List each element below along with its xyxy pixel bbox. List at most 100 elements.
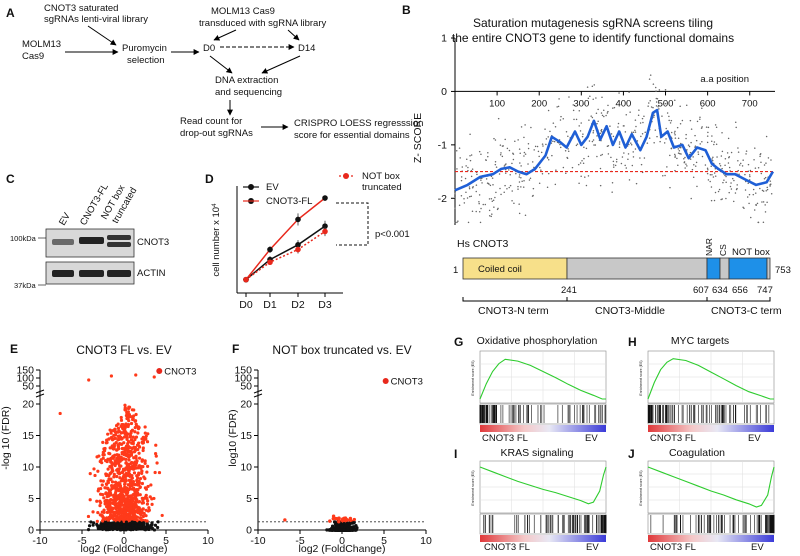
b-sgrna-point bbox=[674, 155, 677, 157]
mw-100: 100kDa bbox=[10, 234, 37, 243]
volcano-gene-point bbox=[136, 473, 141, 477]
b-sgrna-point bbox=[665, 138, 667, 140]
b-sgrna-point bbox=[621, 156, 624, 158]
volcano-gene-point bbox=[104, 472, 109, 477]
panel-label-j: J bbox=[628, 447, 635, 461]
b-sgrna-point bbox=[692, 176, 695, 178]
b-sgrna-point bbox=[668, 115, 670, 118]
volcano-gene-point bbox=[107, 523, 112, 527]
volcano-gene-point bbox=[96, 510, 100, 515]
volcano-gene-point bbox=[107, 437, 111, 441]
b-sgrna-point bbox=[475, 190, 478, 193]
volcano-gene-point bbox=[119, 525, 123, 529]
volcano-gene-point bbox=[141, 448, 145, 453]
b-sgrna-point bbox=[615, 160, 618, 163]
j-right-label: EV bbox=[751, 542, 764, 553]
b-sgrna-point bbox=[733, 179, 735, 182]
arrow-to-d14 bbox=[287, 29, 300, 41]
b-sgrna-point bbox=[490, 215, 492, 218]
b-sgrna-point bbox=[711, 135, 713, 137]
b-sgrna-point bbox=[587, 97, 590, 100]
b-sgrna-point bbox=[601, 96, 603, 99]
volcano-gene-point bbox=[127, 419, 131, 423]
b-sgrna-point bbox=[585, 184, 588, 187]
b-sgrna-point bbox=[518, 181, 521, 183]
volcano-gene-point bbox=[136, 466, 140, 470]
panel-b: Saturation mutagenesis sgRNA screens til… bbox=[412, 16, 791, 317]
volcano-gene-point bbox=[137, 451, 141, 455]
volcano-gene-point bbox=[117, 504, 121, 508]
e-ylabel: -log 10 (FDR) bbox=[0, 406, 12, 470]
volcano-gene-point bbox=[138, 522, 142, 526]
b-sgrna-point bbox=[465, 191, 467, 194]
b-sgrna-point bbox=[724, 164, 726, 166]
b-sgrna-point bbox=[600, 130, 603, 133]
b-sgrna-point bbox=[466, 197, 469, 199]
b-sgrna-point bbox=[705, 126, 708, 128]
volcano-gene-point bbox=[149, 525, 153, 529]
mw-37: 37kDa bbox=[14, 281, 37, 290]
b-sgrna-point bbox=[737, 160, 739, 162]
b-sgrna-point bbox=[754, 147, 756, 149]
b-sgrna-point bbox=[753, 209, 756, 211]
b-sgrna-point bbox=[579, 162, 582, 164]
volcano-gene-point bbox=[148, 495, 152, 499]
b-sgrna-point bbox=[762, 201, 765, 203]
volcano-gene-point bbox=[140, 469, 144, 473]
volcano-gene-point bbox=[131, 435, 135, 439]
b-sgrna-point bbox=[565, 131, 568, 133]
b-sgrna-point bbox=[559, 119, 562, 121]
volcano-gene-point bbox=[150, 502, 154, 506]
b-sgrna-point bbox=[670, 147, 673, 150]
b-sgrna-point bbox=[514, 140, 516, 143]
volcano-x-tick-label: 5 bbox=[381, 535, 387, 547]
b-sgrna-point bbox=[512, 153, 515, 155]
b-sgrna-point bbox=[694, 165, 697, 167]
b-sgrna-point bbox=[612, 135, 615, 138]
b-sgrna-point bbox=[488, 215, 491, 217]
volcano-gene-point bbox=[101, 453, 105, 457]
volcano-gene-point bbox=[131, 417, 135, 421]
volcano-gene-point bbox=[105, 438, 109, 442]
b-sgrna-point bbox=[587, 175, 590, 177]
b-sgrna-point bbox=[554, 126, 557, 128]
h-title: MYC targets bbox=[671, 335, 729, 347]
protein-name: Hs CNOT3 bbox=[457, 238, 508, 250]
b-sgrna-point bbox=[508, 186, 510, 189]
volcano-gene-point bbox=[138, 476, 143, 481]
volcano-gene-point bbox=[156, 525, 160, 530]
b-sgrna-point bbox=[717, 190, 720, 193]
b-sgrna-point bbox=[480, 207, 482, 210]
volcano-gene-point bbox=[111, 506, 115, 510]
volcano-gene-point bbox=[125, 451, 129, 456]
b-sgrna-point bbox=[578, 125, 580, 127]
band-not-lower bbox=[107, 242, 131, 247]
volcano-gene-point bbox=[104, 459, 108, 463]
band-fl bbox=[79, 237, 104, 244]
volcano-y-tick-label: 10 bbox=[22, 462, 34, 474]
b-sgrna-point bbox=[478, 201, 480, 203]
b-sgrna-point bbox=[618, 143, 621, 145]
volcano-gene-point bbox=[113, 502, 117, 506]
volcano-gene-point bbox=[140, 437, 144, 441]
b-sgrna-point bbox=[749, 175, 751, 178]
volcano-gene-point bbox=[139, 516, 143, 520]
volcano-gene-point bbox=[101, 479, 105, 483]
b-sgrna-point bbox=[463, 202, 466, 204]
b-sgrna-point bbox=[571, 166, 574, 169]
bracket-n bbox=[462, 297, 568, 302]
volcano-gene-point bbox=[283, 518, 287, 522]
volcano-gene-point bbox=[340, 525, 344, 529]
b-sgrna-point bbox=[641, 117, 644, 120]
b-sgrna-point bbox=[764, 211, 767, 213]
b-sgrna-point bbox=[691, 168, 694, 171]
d-ylabel-text: cell number x 10 bbox=[211, 207, 222, 277]
b-sgrna-point bbox=[689, 158, 692, 160]
b-sgrna-point bbox=[542, 145, 544, 147]
volcano-gene-point bbox=[121, 493, 125, 497]
volcano-gene-point bbox=[112, 443, 116, 447]
volcano-gene-point bbox=[108, 477, 112, 481]
b-sgrna-point bbox=[597, 120, 599, 123]
volcano-gene-point bbox=[132, 471, 137, 475]
b-sgrna-point bbox=[644, 131, 646, 134]
